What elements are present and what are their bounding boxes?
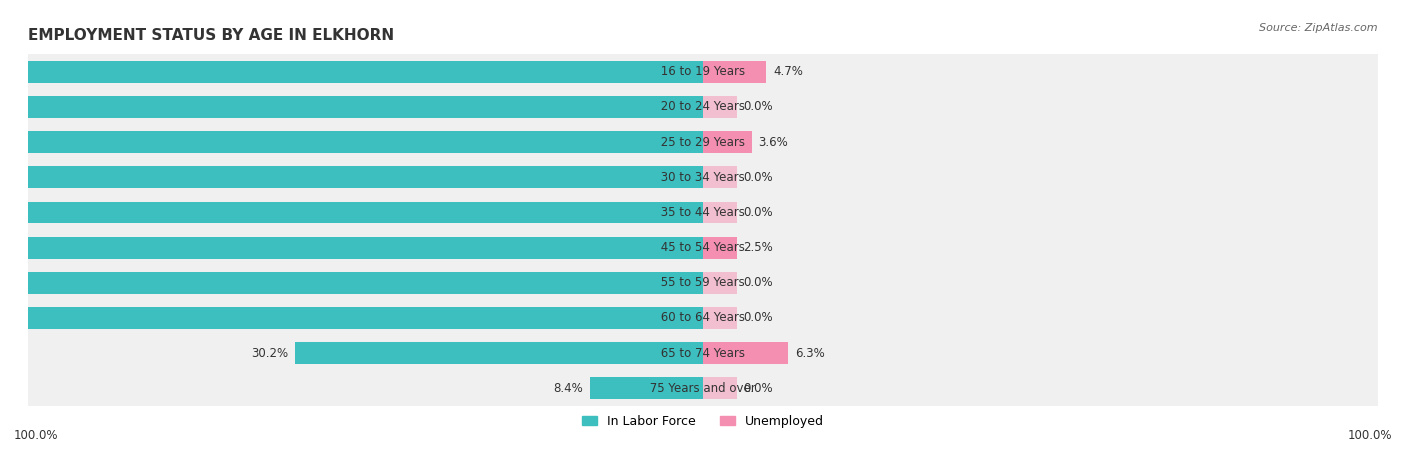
Text: Source: ZipAtlas.com: Source: ZipAtlas.com: [1260, 23, 1378, 32]
Bar: [0, 272, 703, 294]
Bar: [28, 89, 1378, 124]
Bar: [28, 160, 1378, 195]
Text: 60 to 64 Years: 60 to 64 Years: [657, 312, 749, 324]
Text: 8.4%: 8.4%: [553, 382, 583, 395]
Text: 30.2%: 30.2%: [252, 347, 288, 359]
Bar: [703, 342, 787, 364]
Bar: [28, 124, 1378, 160]
Bar: [28, 336, 1378, 371]
Bar: [589, 377, 703, 399]
Text: 25 to 29 Years: 25 to 29 Years: [657, 136, 749, 148]
Bar: [703, 237, 737, 258]
Text: 0.0%: 0.0%: [744, 206, 773, 219]
Bar: [0, 96, 703, 118]
Text: 35 to 44 Years: 35 to 44 Years: [657, 206, 749, 219]
Bar: [0, 237, 703, 258]
Bar: [0, 131, 703, 153]
Text: 0.0%: 0.0%: [744, 171, 773, 184]
Legend: In Labor Force, Unemployed: In Labor Force, Unemployed: [582, 415, 824, 428]
Bar: [28, 300, 1378, 336]
Text: 100.0%: 100.0%: [14, 429, 59, 442]
Text: 55 to 59 Years: 55 to 59 Years: [657, 276, 749, 289]
Text: 0.0%: 0.0%: [744, 101, 773, 113]
Bar: [28, 371, 1378, 406]
Text: 0.0%: 0.0%: [744, 312, 773, 324]
Bar: [703, 166, 737, 188]
Text: 65 to 74 Years: 65 to 74 Years: [657, 347, 749, 359]
Text: 100.0%: 100.0%: [1347, 429, 1392, 442]
Text: 16 to 19 Years: 16 to 19 Years: [657, 65, 749, 78]
Bar: [28, 54, 1378, 89]
Bar: [28, 195, 1378, 230]
Bar: [703, 61, 766, 83]
Bar: [28, 230, 1378, 265]
Bar: [0, 61, 703, 83]
Bar: [703, 96, 737, 118]
Bar: [0, 202, 703, 223]
Bar: [28, 265, 1378, 300]
Text: 6.3%: 6.3%: [794, 347, 824, 359]
Text: 75 Years and over: 75 Years and over: [647, 382, 759, 395]
Text: 4.7%: 4.7%: [773, 65, 803, 78]
Bar: [295, 342, 703, 364]
Text: 3.6%: 3.6%: [758, 136, 789, 148]
Text: 45 to 54 Years: 45 to 54 Years: [657, 241, 749, 254]
Bar: [703, 272, 737, 294]
Text: 20 to 24 Years: 20 to 24 Years: [657, 101, 749, 113]
Text: EMPLOYMENT STATUS BY AGE IN ELKHORN: EMPLOYMENT STATUS BY AGE IN ELKHORN: [28, 28, 394, 43]
Text: 0.0%: 0.0%: [744, 276, 773, 289]
Bar: [703, 131, 752, 153]
Text: 2.5%: 2.5%: [744, 241, 773, 254]
Bar: [0, 166, 703, 188]
Bar: [703, 202, 737, 223]
Bar: [703, 377, 737, 399]
Bar: [0, 307, 703, 329]
Text: 30 to 34 Years: 30 to 34 Years: [657, 171, 749, 184]
Bar: [703, 307, 737, 329]
Text: 0.0%: 0.0%: [744, 382, 773, 395]
